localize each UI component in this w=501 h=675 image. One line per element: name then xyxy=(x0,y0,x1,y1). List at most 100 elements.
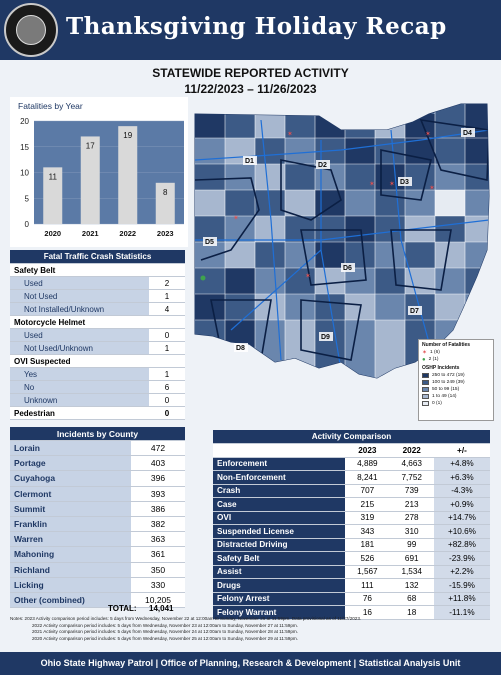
fatal-table-title: Fatal Traffic Crash Statistics xyxy=(10,250,185,264)
row-value: 0 xyxy=(149,328,185,342)
footnote-line: 2020 Activity comparison period includes… xyxy=(32,635,298,641)
ohio-map-svg: D1 D2 D3 D4 D5 D6 D7 D8 D9 ✶ ✶ ✶ ✶ ✶ ✶ ✶ xyxy=(194,103,490,379)
row-value: 1 xyxy=(149,341,185,355)
y-tick-label: 0 xyxy=(25,220,30,229)
legend-swatch xyxy=(422,380,429,385)
value-2023: 1,567 xyxy=(345,565,390,579)
legend-label: 100 to 249 (39) xyxy=(432,380,465,385)
county-value: 363 xyxy=(131,531,185,548)
x-tick-label: 2020 xyxy=(44,229,61,238)
fatalities-by-year-chart: Fatalities by Year 0 5 10 15 20 11 17 19 8 2020… xyxy=(10,97,188,247)
value-2023: 319 xyxy=(345,511,390,525)
percent-change: +82.8% xyxy=(433,538,490,552)
map-legend: Number of Fatalities ✶ 1 (6) ● 2 (1) OSHP … xyxy=(418,339,494,421)
county-value: 403 xyxy=(131,455,185,472)
row-label: Used xyxy=(10,276,149,290)
table-row: Drugs 111 132 -15.9% xyxy=(213,578,490,593)
green-marker-icon: ● xyxy=(422,356,426,363)
percent-change: +14.7% xyxy=(433,511,490,525)
county-name: Warren xyxy=(10,531,131,548)
percent-change: -23.9% xyxy=(433,551,490,566)
legend-item: 100 to 249 (39) xyxy=(422,379,490,386)
table-row: Clermont 393 xyxy=(10,486,185,502)
county-value: 330 xyxy=(131,577,185,593)
footnote-line: Notes: 2023 Activity comparison period i… xyxy=(10,616,362,621)
table-row: Non-Enforcement 8,241 7,752 +6.3% xyxy=(213,470,490,485)
legend-label: 1 to 49 (14) xyxy=(432,394,457,399)
county-value: 472 xyxy=(131,440,185,457)
county-name: Other (combined) xyxy=(10,592,131,609)
county-value: 386 xyxy=(131,501,185,517)
district-label: D1 xyxy=(245,158,254,165)
legend-item: 1 to 49 (14) xyxy=(422,393,490,400)
row-value: 0 xyxy=(149,406,185,420)
row-value: 1 xyxy=(149,367,185,381)
bar-value-label: 17 xyxy=(86,141,95,150)
bar xyxy=(155,182,175,224)
county-value: 10,205 xyxy=(131,592,185,609)
value-2023: 111 xyxy=(345,578,390,593)
y-tick-label: 5 xyxy=(25,194,30,203)
row-label: Not Installed/Unknown xyxy=(10,302,149,316)
table-row: Case 215 213 +0.9% xyxy=(213,497,490,512)
county-name: Licking xyxy=(10,577,131,593)
table-row: Other (combined) 10,205 xyxy=(10,592,185,609)
county-value: 393 xyxy=(131,486,185,502)
legend-item: ✶ 1 (6) xyxy=(422,349,490,356)
y-tick-label: 20 xyxy=(20,117,29,126)
legend-label: 50 to 99 (15) xyxy=(432,387,460,392)
district-label: D8 xyxy=(236,345,245,352)
county-name: Mahoning xyxy=(10,546,131,563)
header-banner: Thanksgiving Holiday Recap xyxy=(0,0,501,60)
district-labels: D1 D2 D3 D4 D5 D6 D7 D8 D9 xyxy=(203,128,475,352)
table-row: Felony Arrest 76 68 +11.8% xyxy=(213,592,490,606)
ohio-county-map: D1 D2 D3 D4 D5 D6 D7 D8 D9 ✶ ✶ ✶ ✶ ✶ ✶ ✶ xyxy=(191,100,493,420)
table-row: Enforcement 4,889 4,663 +4.8% xyxy=(213,457,490,471)
value-2022: 99 xyxy=(389,538,434,552)
legend-label: 2 (1) xyxy=(428,357,439,362)
section-motorcycle-helmet: Motorcycle Helmet xyxy=(10,315,185,329)
county-total-label: TOTAL: xyxy=(108,604,137,613)
district-label: D5 xyxy=(205,239,214,246)
activity-label: Non-Enforcement xyxy=(213,470,346,485)
table-row: OVI 319 278 +14.7% xyxy=(213,511,490,525)
value-2022: 132 xyxy=(389,578,434,593)
svg-text:✶: ✶ xyxy=(425,130,431,138)
row-value: 0 xyxy=(149,393,185,407)
percent-change: +11.8% xyxy=(433,592,490,606)
table-row: Franklin 382 xyxy=(10,516,185,533)
row-value: 6 xyxy=(149,380,185,394)
county-value: 396 xyxy=(131,470,185,487)
value-2022: 18 xyxy=(389,605,434,620)
percent-change: -15.9% xyxy=(433,578,490,593)
value-2023: 215 xyxy=(345,497,390,512)
table-row: Lorain 472 xyxy=(10,440,185,457)
seal-emblem xyxy=(16,15,46,45)
row-value: 4 xyxy=(149,302,185,316)
bar-value-label: 11 xyxy=(49,172,58,181)
footer-banner: Ohio State Highway Patrol | Office of Pl… xyxy=(0,652,501,675)
activity-label: Assist xyxy=(213,565,346,579)
county-name: Summit xyxy=(10,501,131,517)
legend-subtitle: OSHP Incidents xyxy=(422,365,460,371)
activity-label: Suspended License xyxy=(213,524,346,539)
table-row: Suspended License 343 310 +10.6% xyxy=(213,524,490,539)
legend-item: 50 to 99 (15) xyxy=(422,386,490,393)
fatality-markers: ✶ ✶ ✶ ✶ ✶ ✶ ✶ xyxy=(233,130,435,280)
svg-text:✶: ✶ xyxy=(287,130,293,138)
legend-item: 0 (1) xyxy=(422,400,490,407)
value-2022: 4,663 xyxy=(389,457,434,471)
svg-text:✶: ✶ xyxy=(233,214,239,222)
table-row: Warren 363 xyxy=(10,531,185,548)
svg-text:✶: ✶ xyxy=(429,184,435,192)
activity-label: OVI xyxy=(213,511,346,525)
activity-table-title: Activity Comparison xyxy=(213,430,490,444)
county-value: 382 xyxy=(131,516,185,533)
legend-swatch xyxy=(422,394,429,399)
county-value: 350 xyxy=(131,562,185,578)
table-row: Cuyahoga 396 xyxy=(10,470,185,487)
incidents-by-county-table: Incidents by County Lorain 472 Portage 403… xyxy=(10,427,185,609)
col-header-2023: 2023 xyxy=(345,443,390,458)
x-tick-label: 2021 xyxy=(82,229,99,238)
table-row: Mahoning 361 xyxy=(10,546,185,563)
